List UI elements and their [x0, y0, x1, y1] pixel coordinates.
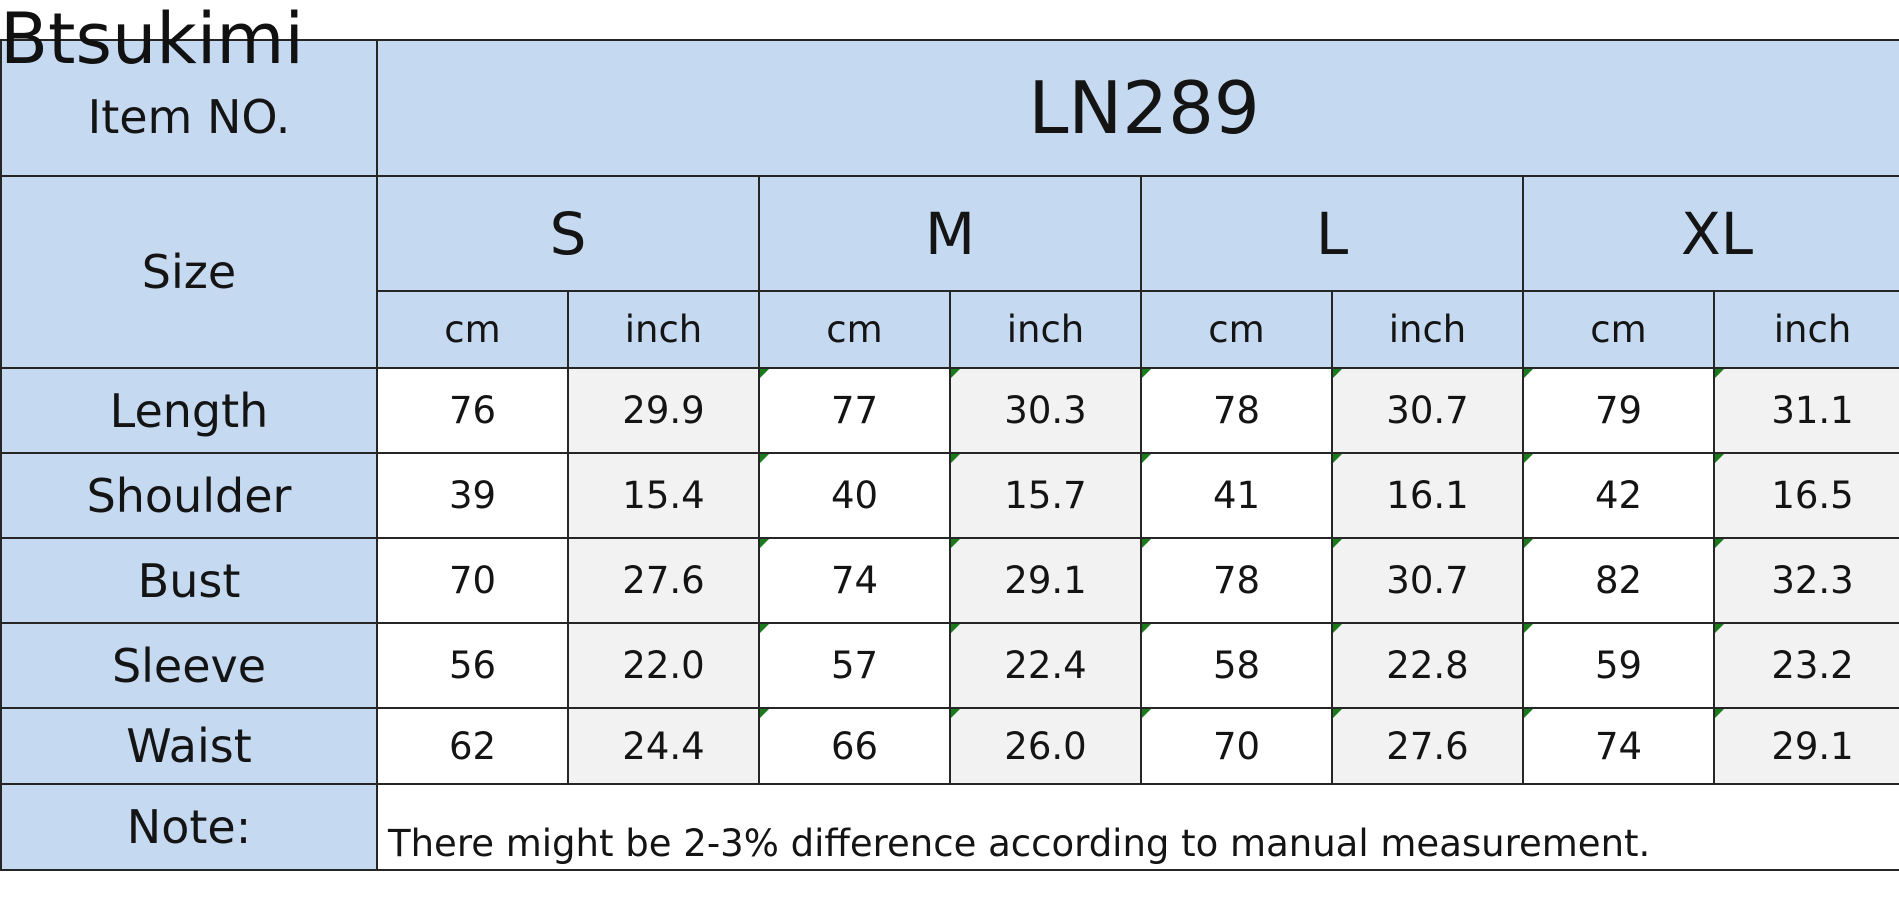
row-label: Bust: [0, 537, 378, 624]
unit-inch: inch: [1712, 290, 1899, 369]
size-header-s: S: [376, 175, 760, 292]
row-label: Shoulder: [0, 452, 378, 539]
cell-s-cm: 70: [376, 537, 569, 624]
cell-xl-cm: 59: [1522, 622, 1715, 709]
cell-l-inch: 30.7: [1331, 367, 1524, 454]
cell-s-inch: 27.6: [567, 537, 760, 624]
cell-xl-inch: 32.3: [1712, 537, 1899, 624]
cell-s-inch: 15.4: [567, 452, 760, 539]
cell-m-cm: 57: [758, 622, 951, 709]
row-label: Sleeve: [0, 622, 378, 709]
unit-cm: cm: [376, 290, 569, 369]
brand-watermark: Btsukimi: [0, 0, 304, 80]
cell-s-cm: 76: [376, 367, 569, 454]
cell-s-inch: 24.4: [567, 707, 760, 785]
cell-m-inch: 30.3: [949, 367, 1142, 454]
cell-l-cm: 78: [1140, 367, 1333, 454]
cell-m-cm: 74: [758, 537, 951, 624]
cell-xl-cm: 82: [1522, 537, 1715, 624]
cell-l-inch: 27.6: [1331, 707, 1524, 785]
size-row: Size S M L XL: [0, 175, 1899, 369]
cell-s-cm: 39: [376, 452, 569, 539]
cell-s-inch: 22.0: [567, 622, 760, 709]
cell-l-inch: 22.8: [1331, 622, 1524, 709]
row-label: Waist: [0, 707, 378, 785]
unit-cm: cm: [1522, 290, 1715, 369]
unit-row: cm inch cm inch cm inch cm inch: [1, 290, 1899, 369]
cell-l-cm: 70: [1140, 707, 1333, 785]
cell-xl-inch: 23.2: [1712, 622, 1899, 709]
cell-s-cm: 56: [376, 622, 569, 709]
measurement-row-waist: Waist 62 24.4 66 26.0 70 27.6 74 29.1: [0, 707, 1899, 785]
cell-xl-inch: 31.1: [1712, 367, 1899, 454]
unit-inch: inch: [949, 290, 1142, 369]
unit-inch: inch: [1331, 290, 1524, 369]
cell-xl-cm: 74: [1522, 707, 1715, 785]
cell-l-cm: 58: [1140, 622, 1333, 709]
row-label: Length: [0, 367, 378, 454]
note-text: There might be 2-3% difference according…: [375, 783, 1899, 871]
size-header-l: L: [1140, 175, 1524, 292]
cell-s-cm: 62: [376, 707, 569, 785]
cell-l-cm: 78: [1140, 537, 1333, 624]
cell-xl-inch: 16.5: [1712, 452, 1899, 539]
measurement-row-length: Length 76 29.9 77 30.3 78 30.7 79 31.1: [0, 367, 1899, 454]
cell-xl-inch: 29.1: [1712, 707, 1899, 785]
note-label: Note:: [0, 783, 378, 871]
cell-m-inch: 26.0: [949, 707, 1142, 785]
cell-l-inch: 30.7: [1331, 537, 1524, 624]
cell-xl-cm: 79: [1522, 367, 1715, 454]
measurement-row-bust: Bust 70 27.6 74 29.1 78 30.7 82 32.3: [0, 537, 1899, 624]
note-row: Note: There might be 2-3% difference acc…: [0, 783, 1899, 871]
cell-l-inch: 16.1: [1331, 452, 1524, 539]
size-header-xl: XL: [1521, 175, 1899, 292]
item-row: Item NO. LN289: [0, 39, 1899, 177]
cell-m-cm: 77: [758, 367, 951, 454]
item-no-label: Item NO.: [0, 39, 378, 177]
cell-s-inch: 29.9: [567, 367, 760, 454]
cell-l-cm: 41: [1140, 452, 1333, 539]
cell-m-inch: 22.4: [949, 622, 1142, 709]
unit-inch: inch: [567, 290, 760, 369]
cell-m-cm: 66: [758, 707, 951, 785]
unit-cm: cm: [758, 290, 951, 369]
item-number: LN289: [375, 39, 1899, 177]
cell-m-inch: 15.7: [949, 452, 1142, 539]
measurement-row-sleeve: Sleeve 56 22.0 57 22.4 58 22.8 59 23.2: [0, 622, 1899, 709]
unit-cm: cm: [1140, 290, 1333, 369]
cell-m-cm: 40: [758, 452, 951, 539]
size-header-m: M: [758, 175, 1142, 292]
size-chart-table: Item NO. LN289 Size S M L XL cm inch cm …: [0, 39, 1899, 871]
size-label: Size: [0, 175, 378, 369]
measurement-row-shoulder: Shoulder 39 15.4 40 15.7 41 16.1 42 16.5: [0, 452, 1899, 539]
cell-m-inch: 29.1: [949, 537, 1142, 624]
cell-xl-cm: 42: [1522, 452, 1715, 539]
